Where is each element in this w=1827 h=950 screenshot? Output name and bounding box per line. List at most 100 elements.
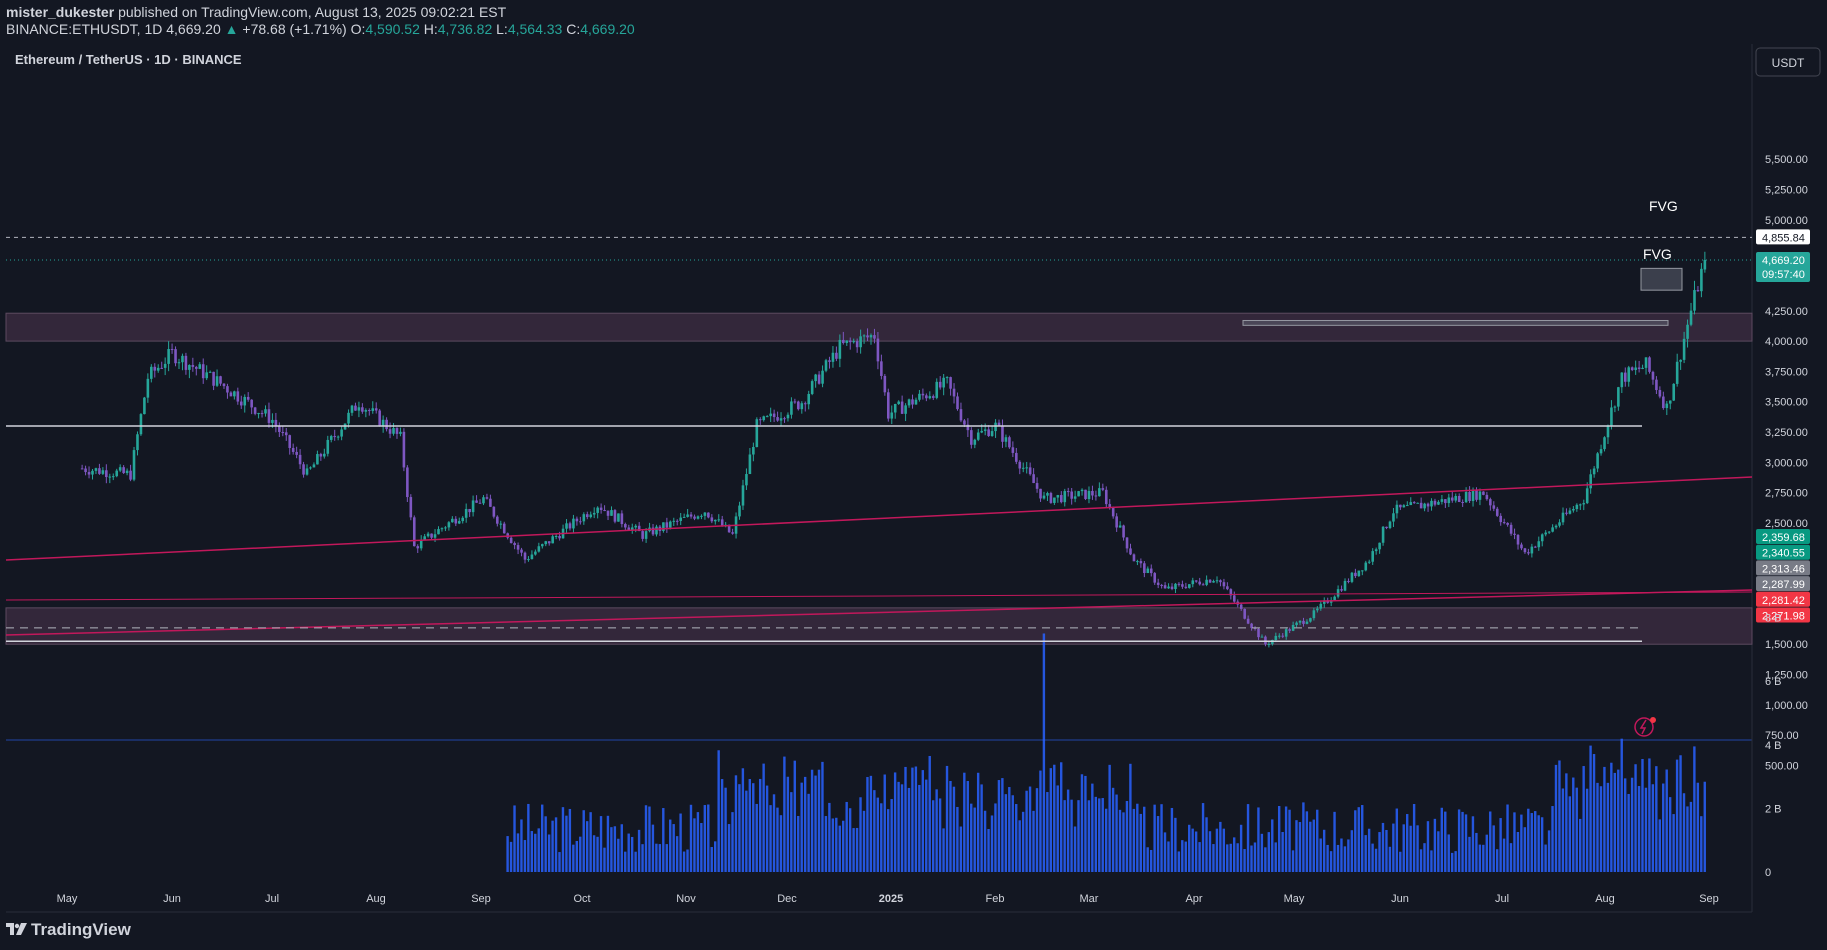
- volume-bar: [1198, 842, 1201, 872]
- axes: 500.00 750.00 1,000.00 1,250.00 1,500.00 2,50…: [57, 154, 1810, 905]
- volume-bar: [537, 828, 540, 872]
- candle-body: [278, 425, 281, 432]
- high-label: H:: [423, 21, 438, 37]
- candle-body: [945, 377, 949, 379]
- volume-bar: [727, 824, 731, 872]
- candle-body: [1641, 367, 1644, 369]
- price-tick-label: 1,250.00: [1765, 670, 1808, 682]
- candle-body: [423, 536, 426, 540]
- volume-bar: [679, 813, 682, 872]
- volume-bar: [1419, 849, 1423, 872]
- currency-button[interactable]: USDT: [1755, 47, 1821, 77]
- volume-bar: [1333, 811, 1336, 872]
- candle-body: [1613, 406, 1617, 408]
- volume-bar: [738, 784, 741, 872]
- volume-bar: [786, 776, 790, 872]
- volume-bar: [1302, 802, 1305, 872]
- candle-body: [1478, 491, 1482, 500]
- time-tick-label: Aug: [1595, 893, 1615, 905]
- volume-bar: [1264, 847, 1267, 872]
- publisher-name[interactable]: mister_dukester: [6, 4, 115, 20]
- candle-body: [1457, 496, 1461, 502]
- volume-bar: [644, 805, 648, 872]
- volume-bar: [561, 807, 565, 872]
- volume-bar: [1675, 759, 1679, 872]
- candle-body: [527, 559, 530, 561]
- volume-bar: [741, 768, 745, 872]
- candle-body: [1129, 548, 1132, 555]
- candle-body: [156, 367, 160, 371]
- tradingview-logo[interactable]: TradingView: [6, 920, 131, 940]
- candle-body: [1485, 494, 1489, 500]
- candle-body: [1703, 259, 1707, 270]
- candle-body: [198, 364, 202, 369]
- candle-body: [388, 429, 392, 434]
- volume-bar: [976, 772, 980, 872]
- candle-body: [579, 521, 582, 523]
- volume-tick-label: 6 B: [1765, 676, 1782, 688]
- candle-body: [309, 467, 312, 469]
- price-badge-0: [1756, 229, 1810, 245]
- candle-body: [1378, 542, 1381, 550]
- candle-body: [412, 517, 416, 547]
- volume-bar: [1547, 830, 1551, 872]
- volume-bar: [1509, 843, 1513, 872]
- candle-body: [471, 500, 475, 513]
- volume-bar: [1520, 814, 1523, 872]
- alert-icon[interactable]: [1634, 717, 1656, 737]
- candle-body: [1298, 620, 1302, 623]
- candle-body: [714, 519, 717, 522]
- volume-bar: [1502, 838, 1506, 872]
- time-tick-label: Jul: [265, 893, 279, 905]
- candle-body: [707, 512, 710, 518]
- candle-body: [1063, 491, 1067, 503]
- volume-bar: [1630, 777, 1634, 872]
- currency-label[interactable]: USDT: [1772, 56, 1805, 70]
- volume-bar: [1146, 847, 1149, 872]
- volume-bar: [1489, 811, 1492, 872]
- candle-body: [177, 362, 181, 364]
- volume-bar: [662, 808, 665, 872]
- candle-body: [316, 454, 319, 465]
- candle-body: [1475, 489, 1478, 500]
- candle-body: [1322, 600, 1326, 604]
- volume-bar: [582, 810, 585, 872]
- candle-body: [1066, 491, 1070, 493]
- volume-bar: [689, 804, 693, 872]
- candle-body: [797, 401, 800, 410]
- candle-body: [624, 524, 627, 528]
- candle-body: [264, 409, 267, 414]
- candle-body: [1347, 580, 1350, 582]
- volume-bar: [734, 775, 738, 872]
- candle-body: [482, 497, 485, 504]
- candle-body: [122, 467, 125, 474]
- candle-body: [765, 416, 769, 418]
- candle-body: [603, 510, 606, 512]
- candle-body: [1627, 367, 1631, 382]
- candle-body: [1416, 502, 1419, 504]
- candle-body: [437, 529, 440, 535]
- volume-bar: [613, 826, 617, 872]
- candle-body: [568, 523, 572, 529]
- volume-bar: [1572, 777, 1575, 872]
- volume-bar: [1222, 828, 1226, 872]
- candle-body: [1596, 453, 1599, 469]
- volume-bar: [696, 812, 700, 872]
- candle-body: [1426, 503, 1430, 507]
- candle-body: [810, 381, 814, 394]
- volume-bar: [693, 818, 696, 872]
- candle-body: [281, 431, 285, 433]
- candle-body: [461, 517, 465, 522]
- price-badge-text-1: 4,669.20: [1762, 255, 1805, 267]
- volume-bar: [592, 835, 596, 872]
- candle-body: [1274, 635, 1278, 640]
- candle-body: [848, 340, 852, 343]
- candle-body: [1198, 581, 1201, 585]
- candle-body: [1174, 583, 1177, 590]
- volume-bar: [810, 769, 814, 872]
- candle-body: [855, 341, 859, 348]
- volume-bar: [530, 831, 534, 872]
- volume-bar: [842, 820, 845, 872]
- volume-bar: [1558, 760, 1561, 872]
